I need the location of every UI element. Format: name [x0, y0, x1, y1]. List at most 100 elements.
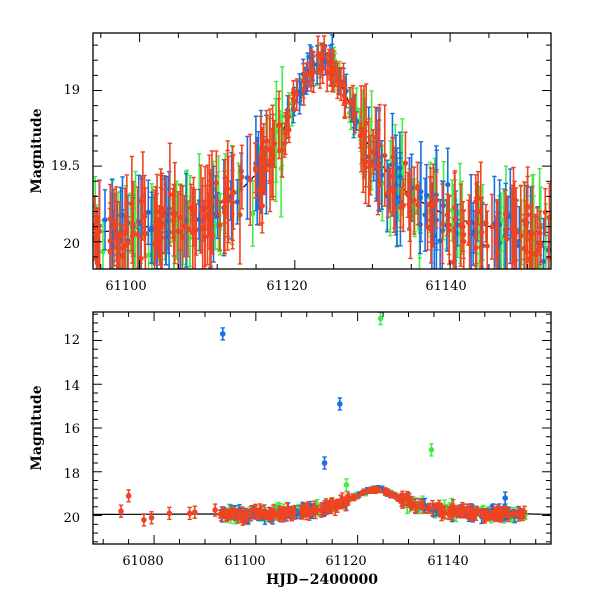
top-red-point — [247, 133, 253, 226]
top-red-point — [330, 50, 336, 86]
top-red-point — [167, 142, 173, 247]
bottom-red-point — [398, 495, 404, 503]
bottom-red-point — [406, 492, 413, 506]
top-red-point — [338, 66, 344, 102]
top-blue-point — [422, 177, 428, 252]
top-red-point — [279, 122, 285, 178]
top-red-point — [266, 146, 273, 185]
bottom-red-point — [372, 486, 378, 492]
top-red-point — [451, 172, 458, 244]
top-red-point — [306, 61, 313, 88]
top-ylabel: Magnitude — [29, 108, 45, 193]
top-green-point — [250, 180, 256, 247]
bottom-red-point — [223, 512, 229, 522]
bottom-ytick-label-0: 12 — [63, 333, 80, 348]
top-red-point — [414, 161, 421, 215]
top-red-point — [213, 150, 219, 216]
bottom-outlier-point — [343, 478, 350, 492]
top-data-layer — [85, 34, 551, 269]
bottom-outlier-point — [428, 443, 435, 457]
top-red-point — [229, 169, 236, 215]
top-red-point — [175, 191, 181, 269]
bottom-outlier-point — [118, 504, 124, 518]
bottom-xtick-label-1: 61100 — [224, 554, 265, 569]
top-green-point — [273, 80, 279, 183]
bottom-red-point — [467, 506, 473, 517]
bottom-red-point — [291, 505, 298, 520]
bottom-outlier-point — [125, 489, 132, 503]
bottom-red-point — [368, 486, 374, 494]
top-red-point — [115, 231, 121, 269]
top-axis-ticks — [93, 33, 551, 269]
top-red-point — [377, 103, 383, 187]
top-red-point — [366, 118, 372, 207]
top-blue-point — [234, 179, 241, 225]
bottom-red-point — [449, 504, 455, 515]
top-red-point — [504, 195, 510, 269]
top-red-point — [402, 131, 409, 195]
bottom-red-point — [361, 488, 367, 495]
bottom-xtick-label-2: 61120 — [325, 554, 366, 569]
top-red-point — [542, 188, 548, 237]
bottom-red-point — [275, 511, 281, 520]
top-panel: 61100 61120 61140 19 19.5 20 Magnitude — [29, 32, 552, 294]
top-red-point — [489, 193, 495, 260]
top-blue-point — [148, 196, 154, 264]
top-red-point — [204, 184, 210, 231]
bottom-ytick-label-4: 20 — [63, 511, 80, 526]
top-red-point — [107, 207, 113, 269]
bottom-red-point — [354, 493, 360, 500]
bottom-red-point — [485, 512, 492, 521]
top-green-point — [85, 177, 90, 266]
bottom-ytick-label-1: 14 — [63, 379, 80, 394]
bottom-red-point — [254, 508, 261, 515]
top-ytick-label-0: 19 — [63, 83, 80, 98]
bottom-red-point — [474, 505, 480, 517]
top-red-point — [111, 192, 118, 250]
bottom-red-point — [387, 492, 393, 498]
bottom-red-point — [235, 508, 241, 524]
top-red-point — [161, 188, 168, 229]
top-red-point — [430, 163, 436, 248]
top-red-point — [253, 142, 259, 199]
bottom-red-point — [260, 510, 266, 518]
bottom-red-point — [228, 509, 235, 519]
bottom-red-point — [332, 499, 338, 517]
top-red-point — [208, 169, 214, 267]
bottom-outlier-point — [166, 506, 173, 521]
top-red-point — [135, 186, 141, 269]
top-red-point — [385, 167, 391, 219]
top-red-point — [224, 149, 231, 251]
bottom-outlier-point — [191, 505, 198, 519]
top-red-point — [525, 166, 531, 264]
bottom-red-point — [516, 506, 522, 522]
top-red-point — [446, 194, 452, 256]
bottom-red-point — [382, 489, 389, 495]
top-red-point — [263, 109, 270, 172]
bottom-red-point — [446, 508, 452, 521]
top-red-point — [398, 186, 404, 229]
bottom-outlier-point — [377, 312, 384, 326]
top-red-point — [284, 109, 290, 140]
top-red-point — [534, 207, 540, 269]
top-red-point — [360, 127, 366, 194]
top-red-point — [259, 126, 265, 224]
top-red-point — [217, 200, 223, 251]
top-red-point — [193, 203, 199, 256]
top-red-point — [357, 122, 363, 149]
top-red-point — [465, 199, 472, 246]
bottom-red-point — [345, 496, 351, 506]
bottom-red-point — [521, 505, 528, 519]
top-red-point — [363, 130, 369, 205]
bottom-red-point — [438, 508, 444, 518]
top-red-point — [538, 223, 544, 263]
top-red-point — [119, 224, 125, 269]
top-red-point — [433, 171, 439, 229]
bottom-outlier-point — [502, 491, 509, 505]
top-blue-point — [102, 189, 108, 251]
bottom-red-point — [310, 507, 316, 517]
bottom-xtick-label-0: 61080 — [122, 554, 163, 569]
bottom-outlier-point — [148, 511, 155, 525]
bottom-red-point — [412, 498, 418, 515]
